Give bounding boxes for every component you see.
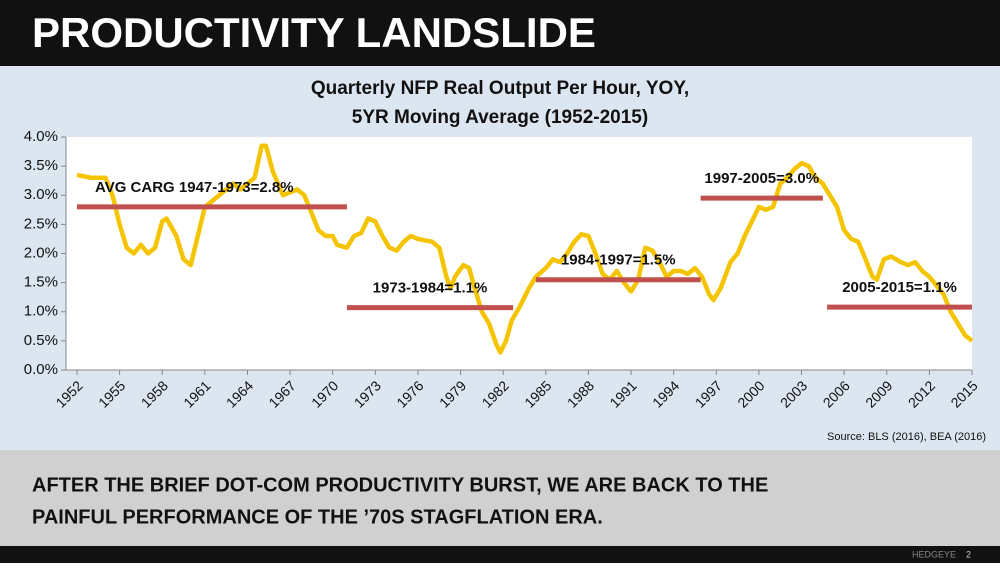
source-note: Source: BLS (2016), BEA (2016)	[827, 431, 986, 443]
average-label: 1973-1984=1.1%	[373, 280, 488, 297]
data-line	[76, 143, 974, 355]
takeaway-line: PAINFUL PERFORMANCE OF THE ’70S STAGFLAT…	[32, 506, 603, 528]
takeaway-band	[0, 450, 1000, 546]
average-label: AVG CARG 1947-1973=2.8%	[95, 179, 294, 196]
average-label: 2005-2015=1.1%	[842, 279, 957, 296]
footer-bar	[0, 546, 1000, 563]
y-tick-label: 3.5%	[24, 157, 58, 174]
y-tick-label: 3.0%	[24, 186, 58, 203]
average-label: 1984-1997=1.5%	[561, 252, 676, 269]
y-tick-label: 0.5%	[24, 332, 58, 349]
takeaway-line: AFTER THE BRIEF DOT-COM PRODUCTIVITY BUR…	[32, 474, 768, 496]
page-number: 2	[966, 549, 971, 559]
y-tick-label: 4.0%	[24, 128, 58, 145]
slide-title: PRODUCTIVITY LANDSLIDE	[32, 9, 596, 56]
y-tick-label: 0.0%	[24, 361, 58, 378]
chart-subtitle: 5YR Moving Average (1952-2015)	[352, 107, 648, 128]
y-tick-label: 2.5%	[24, 215, 58, 232]
y-tick-label: 2.0%	[24, 244, 58, 261]
y-tick-label: 1.0%	[24, 303, 58, 320]
average-label: 1997-2005=3.0%	[704, 170, 819, 187]
footer-brand: HEDGEYE	[912, 549, 956, 559]
chart-title: Quarterly NFP Real Output Per Hour, YOY,	[311, 78, 689, 99]
y-tick-label: 1.5%	[24, 274, 58, 291]
header-bar	[0, 0, 1000, 66]
plot-area	[66, 137, 972, 370]
